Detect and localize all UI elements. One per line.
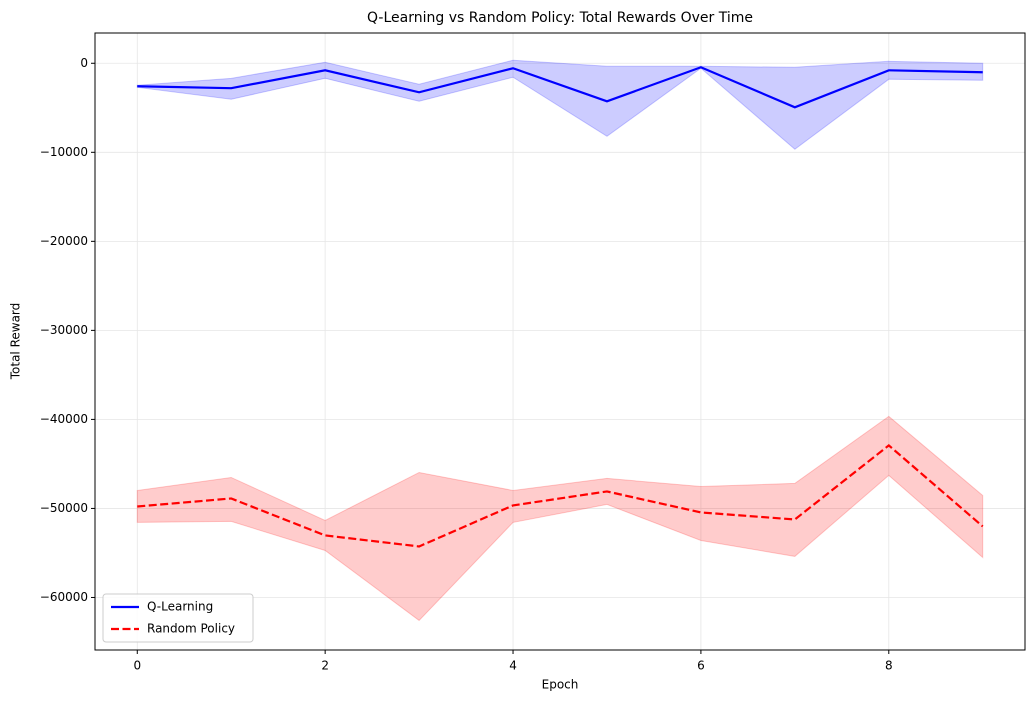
x-tick-label: 0 (133, 659, 141, 673)
band (136, 59, 984, 150)
y-tick-label: −10000 (40, 145, 88, 159)
x-tick-label: 6 (697, 659, 705, 673)
line (137, 443, 984, 548)
legend-box (102, 593, 254, 643)
y-tick-label: −60000 (40, 590, 88, 604)
chart-title: Q-Learning vs Random Policy: Total Rewar… (367, 10, 753, 26)
legend-label: Random Policy (147, 622, 235, 636)
y-tick-label: −30000 (40, 323, 88, 337)
y-tick-label: −20000 (40, 234, 88, 248)
y-tick-label: −50000 (40, 501, 88, 515)
y-axis-label: Total Reward (9, 303, 23, 381)
x-tick-label: 2 (321, 659, 329, 673)
x-axis-label: Epoch (542, 678, 579, 692)
x-tick-label: 8 (885, 659, 893, 673)
y-tick-label: 0 (80, 56, 88, 70)
plot-frame (94, 32, 1026, 651)
legend-label: Q-Learning (147, 600, 213, 614)
line (137, 66, 983, 109)
x-tick-label: 4 (509, 659, 517, 673)
y-tick-label: −40000 (40, 412, 88, 426)
band (136, 415, 984, 622)
